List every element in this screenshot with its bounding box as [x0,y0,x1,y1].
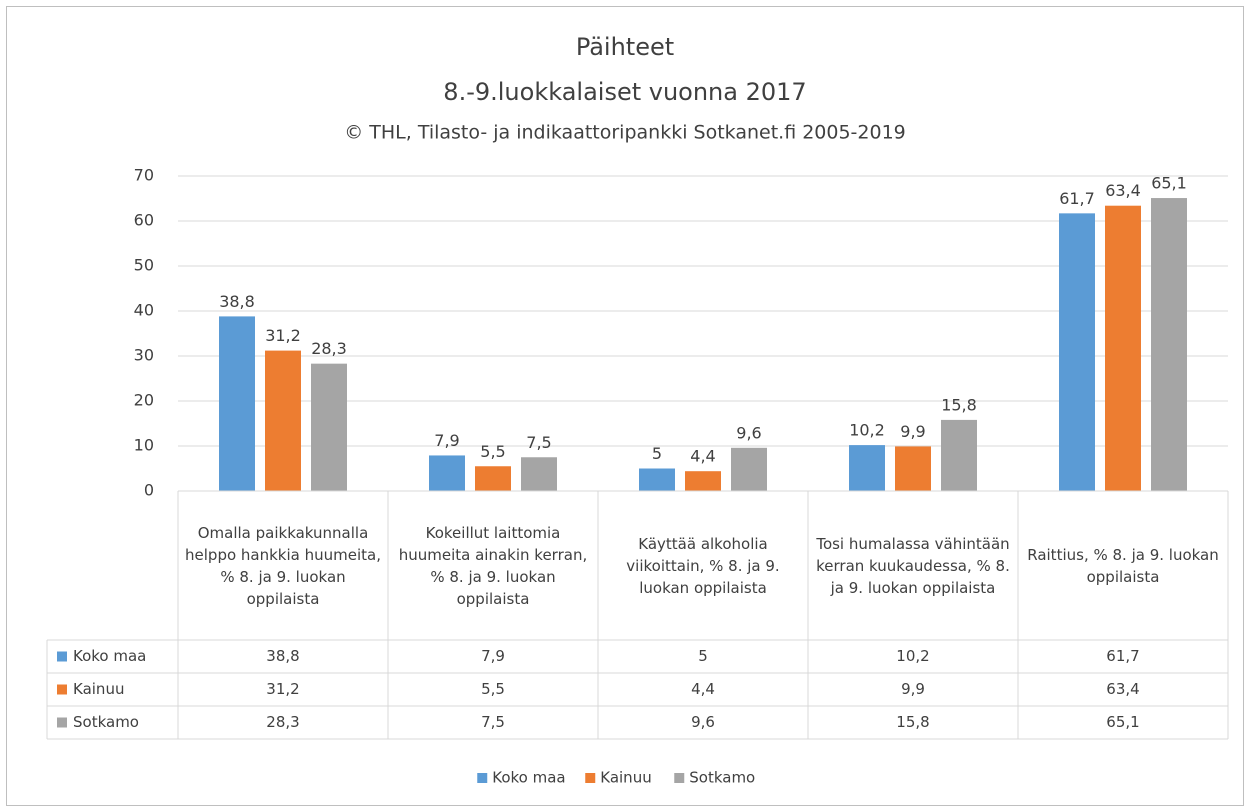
y-tick-label: 60 [134,211,154,230]
legend-key [477,773,488,783]
x-tick-label: Käyttää alkoholia viikoittain, % 8. ja 9… [626,534,780,597]
category-cell: Kokeillut laittomia huumeita ainakin ker… [398,523,588,608]
data-label: 31,2 [265,326,301,345]
table-cell: 9,9 [901,680,925,698]
data-label: 28,3 [311,339,347,358]
chart-title: Päihteet [576,33,674,61]
data-label: 7,9 [434,431,459,450]
legend-label: Sotkamo [689,769,755,787]
table-cell: 31,2 [266,680,299,698]
data-label: 61,7 [1059,189,1095,208]
bar [1151,198,1187,492]
x-tick-label: Raittius, % 8. ja 9. luokan oppilaista [1027,545,1219,586]
bar [895,446,931,491]
legend-label: Kainuu [600,769,651,787]
table-cell: 65,1 [1106,713,1139,731]
table-row-header: Koko maa [73,647,146,665]
y-tick-label: 20 [134,391,154,410]
data-label: 5 [652,444,662,463]
table-cell: 38,8 [266,647,299,665]
bar [521,457,557,491]
table-cell: 63,4 [1106,680,1139,698]
table-legend-key [57,651,67,662]
data-label: 9,9 [900,422,925,441]
table-cell: 7,9 [481,647,505,665]
table-legend-key [57,717,67,728]
chart-frame [6,6,1244,806]
table-row-header: Kainuu [73,680,124,698]
chart-source: © THL, Tilasto- ja indikaattoripankki So… [344,122,906,144]
category-cell: Omalla paikkakunnalla helppo hankkia huu… [185,523,381,608]
bar [849,445,885,491]
data-label: 10,2 [849,421,885,440]
bar [731,447,767,491]
data-label: 5,5 [480,442,505,461]
bar [475,466,511,491]
bar [1105,205,1141,491]
table-cell: 28,3 [266,713,299,731]
table-cell: 9,6 [691,713,715,731]
data-label: 15,8 [941,395,977,414]
y-tick-label: 10 [134,436,154,455]
category-cell: Käyttää alkoholia viikoittain, % 8. ja 9… [626,534,780,597]
data-label: 38,8 [219,292,255,311]
bar [429,455,465,491]
legend-label: Koko maa [492,769,565,787]
table-cell: 61,7 [1106,647,1139,665]
data-label: 63,4 [1105,181,1141,200]
x-tick-label: Omalla paikkakunnalla helppo hankkia huu… [185,523,381,608]
bar [941,419,977,491]
category-cell: Raittius, % 8. ja 9. luokan oppilaista [1027,545,1219,586]
y-tick-label: 50 [134,256,154,275]
table-row-header: Sotkamo [73,713,139,731]
table-legend-key [57,684,67,695]
bar [639,468,675,491]
bar [265,350,301,491]
x-tick-label: Kokeillut laittomia huumeita ainakin ker… [398,523,588,608]
y-tick-label: 70 [134,166,154,185]
chart-subtitle: 8.-9.luokkalaiset vuonna 2017 [443,78,806,106]
data-label: 4,4 [690,447,715,466]
y-tick-label: 40 [134,301,154,320]
bar [219,316,255,491]
y-tick-label: 30 [134,346,154,365]
bar [685,471,721,491]
legend-key [674,773,685,783]
table-cell: 5 [698,647,708,665]
legend-key [585,773,596,783]
data-label: 7,5 [526,433,551,452]
bar [311,363,347,491]
table-cell: 5,5 [481,680,505,698]
table-cell: 15,8 [896,713,929,731]
bar [1059,213,1095,491]
y-tick-label: 0 [144,481,154,500]
table-cell: 7,5 [481,713,505,731]
table-cell: 4,4 [691,680,715,698]
x-tick-label: Tosi humalassa vähintään kerran kuukaude… [816,534,1010,597]
category-cell: Tosi humalassa vähintään kerran kuukaude… [816,534,1010,597]
data-label: 9,6 [736,423,761,442]
table-cell: 10,2 [896,647,929,665]
data-label: 65,1 [1151,174,1187,193]
